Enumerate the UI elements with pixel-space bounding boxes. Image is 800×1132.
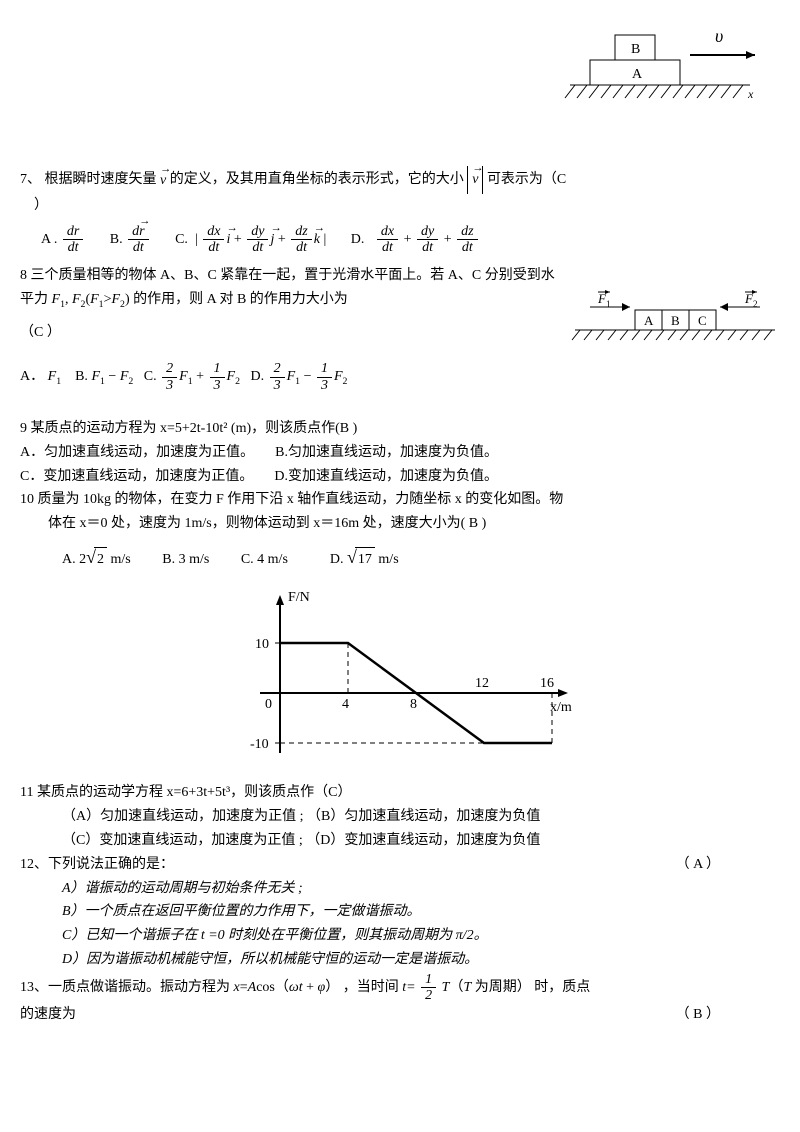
svg-text:A: A: [644, 313, 654, 328]
svg-text:10: 10: [255, 637, 269, 652]
svg-text:1: 1: [606, 299, 611, 309]
q7-A: A . drdt: [41, 232, 89, 247]
svg-text:8: 8: [410, 697, 417, 712]
svg-text:B: B: [671, 313, 680, 328]
q8-options: A． F1 B. F1 − F2 C. 23F1 + 13F2 D. 23F1 …: [20, 361, 780, 393]
svg-text:16: 16: [540, 676, 554, 691]
q7-B: B. drdt: [110, 232, 154, 247]
velocity-symbol: υ: [715, 26, 723, 46]
q7-number: 7、: [20, 173, 41, 188]
q10-options: A. 2√2 m/s B. 3 m/s C. 4 m/s D. √17 m/s: [62, 542, 780, 573]
svg-text:12: 12: [475, 676, 489, 691]
q10: 10 质量为 10kg 的物体，在变力 F 作用下沿 x 轴作直线运动，力随坐标…: [20, 488, 780, 781]
x-axis-label: x: [747, 87, 754, 101]
q11: 11 某质点的运动学方程 x=6+3t+5t³，则该质点作（C） （A）匀加速直…: [20, 781, 780, 852]
q8: 8 三个质量相等的物体 A、B、C 紧靠在一起，置于光滑水平面上。若 A、C 分…: [20, 264, 780, 393]
svg-text:-10: -10: [250, 737, 269, 752]
svg-text:F/N: F/N: [288, 590, 310, 605]
svg-text:x/m: x/m: [550, 700, 572, 715]
q12: 12、下列说法正确的是： （ A ） A）谐振动的运动周期与初始条件无关 ; B…: [20, 853, 780, 972]
q7-C: C. | dxdti + dydtj + dzdtk |: [175, 232, 330, 247]
q7-options: A . drdt B. drdt C. | dxdti + dydtj + dz…: [41, 224, 780, 256]
svg-text:0: 0: [265, 697, 272, 712]
q7: 7、 根据瞬时速度矢量 v 的定义，及其用直角坐标的表示形式，它的大小 v 可表…: [20, 166, 780, 218]
svg-text:2: 2: [753, 299, 758, 309]
q7-D: D. dxdt + dydt + dzdt: [351, 232, 480, 247]
q13: 13、一质点做谐振动。振动方程为 x=Acos（ωt + φ） ，当时间 t= …: [20, 972, 780, 1028]
fig-blocks-AB: A B υ x: [560, 20, 780, 119]
boxB-label: B: [631, 42, 640, 57]
svg-text:C: C: [698, 313, 707, 328]
q10-chart: F/N x/m 10 0 -10 4 8 12 16: [20, 583, 780, 782]
q9: 9 某质点的运动方程为 x=5+2t-10t² (m)，则该质点作(B ) A．…: [20, 417, 780, 488]
boxA-label: A: [632, 67, 643, 82]
fig-blocks-ABC: A B C F 1 F 2: [570, 292, 780, 356]
svg-text:4: 4: [342, 697, 349, 712]
